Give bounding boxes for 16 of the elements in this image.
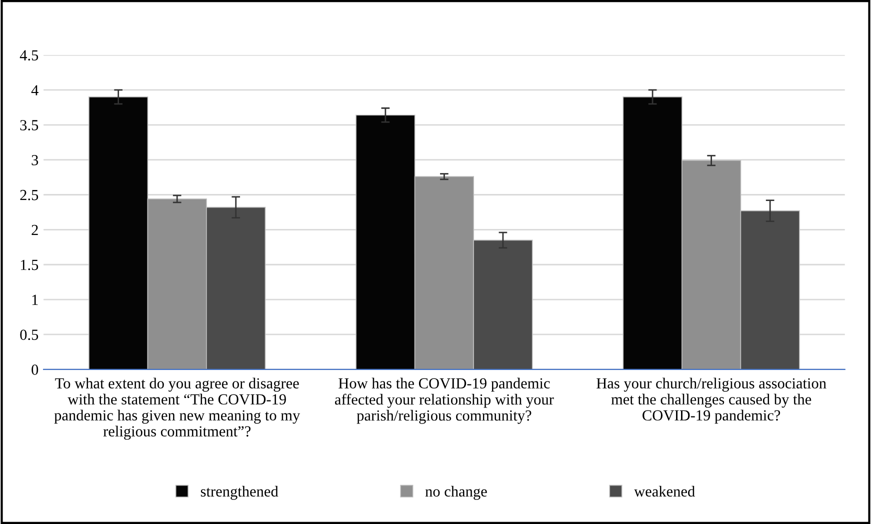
y-tick-label: 1 xyxy=(32,294,38,305)
y-tick-label: 4 xyxy=(31,85,38,96)
y-tick-label: 2 xyxy=(32,224,38,235)
y-tick-label: 2.5 xyxy=(20,190,38,200)
x-tick-label: How has the COVID-19 pandemic affected your relationship with your parish/religious community? xyxy=(335,378,554,424)
y-tick-label: 4.5 xyxy=(20,50,38,61)
x-tick-label: To what extent do you agree or disagree with the statement “The COVID-19 pandemic has given new meaning to my religious commitment”? xyxy=(54,378,300,440)
y-tick-label: 0.5 xyxy=(20,330,38,340)
legend-label: weakened xyxy=(634,486,695,497)
x-tick-label: Has your church/religious association met the challenges caused by the COVID-19 pandemic? xyxy=(596,378,826,424)
y-tick-label: 3.5 xyxy=(20,120,38,130)
legend-label: no change xyxy=(425,486,487,500)
y-tick-label: 0 xyxy=(32,364,38,375)
y-tick-label: 3 xyxy=(32,155,38,166)
y-tick-label: 1.5 xyxy=(20,260,38,270)
legend-label: strengthened xyxy=(200,486,278,500)
